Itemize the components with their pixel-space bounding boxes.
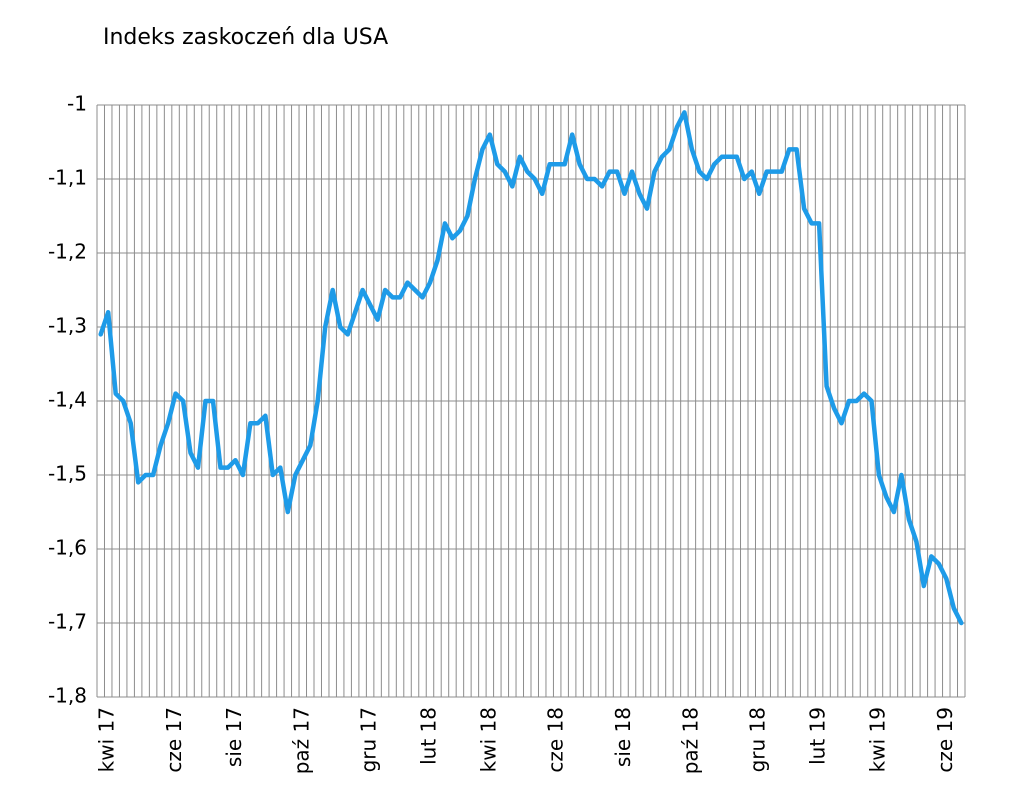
y-tick-label: -1,7 xyxy=(48,610,87,634)
chart-title: Indeks zaskoczeń dla USA xyxy=(103,25,388,50)
x-tick-label: gru 17 xyxy=(357,707,381,772)
x-tick-label: kwi 18 xyxy=(476,707,500,772)
x-tick-label: gru 18 xyxy=(746,707,770,772)
x-tick-label: kwi 17 xyxy=(95,707,119,772)
x-tick-label: kwi 19 xyxy=(865,707,889,772)
x-tick-label: lut 19 xyxy=(806,707,830,765)
y-tick-label: -1 xyxy=(67,92,87,116)
x-tick-label: paź 18 xyxy=(678,707,702,774)
x-tick-label: cze 19 xyxy=(933,707,957,773)
x-tick-label: lut 18 xyxy=(416,707,440,765)
x-tick-label: sie 17 xyxy=(222,707,246,767)
y-tick-label: -1,1 xyxy=(48,166,87,190)
y-tick-label: -1,6 xyxy=(48,536,87,560)
y-tick-label: -1,3 xyxy=(48,314,87,338)
data-line xyxy=(98,110,964,626)
x-tick-label: paź 17 xyxy=(289,707,313,774)
x-tick-label: sie 18 xyxy=(611,707,635,767)
y-tick-label: -1,4 xyxy=(48,388,87,412)
y-tick-label: -1,2 xyxy=(48,240,87,264)
y-tick-label: -1,8 xyxy=(48,684,87,708)
y-tick-label: -1,5 xyxy=(48,462,87,486)
x-tick-label: cze 18 xyxy=(544,707,568,773)
x-tick-label: cze 17 xyxy=(162,707,186,773)
